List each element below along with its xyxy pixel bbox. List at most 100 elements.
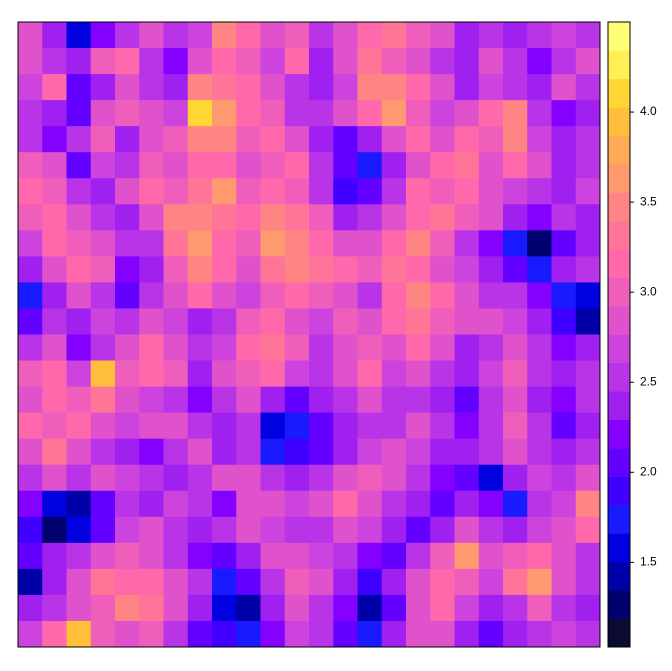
cell <box>503 412 528 440</box>
colorbar-bin <box>608 618 630 648</box>
colorbar-bin <box>608 391 630 421</box>
cell <box>163 464 189 492</box>
cell <box>406 308 431 335</box>
cell <box>42 74 67 101</box>
cell <box>163 100 189 127</box>
cell <box>357 594 383 622</box>
cell <box>478 360 504 388</box>
cell <box>454 490 480 518</box>
cell <box>236 74 261 101</box>
cell <box>503 178 528 205</box>
cell <box>478 334 504 362</box>
cell <box>478 204 504 231</box>
cell <box>139 620 164 648</box>
colorbar-bin <box>608 504 630 534</box>
cell <box>575 360 601 388</box>
cell <box>187 100 213 127</box>
cell <box>187 48 213 75</box>
cell <box>551 516 577 544</box>
cell <box>236 126 261 153</box>
cell <box>212 620 237 648</box>
cell <box>115 74 140 101</box>
cell <box>503 100 528 127</box>
cell <box>284 334 310 362</box>
cell <box>575 464 601 492</box>
cell <box>478 490 504 518</box>
cell <box>236 282 261 309</box>
cell <box>260 48 286 75</box>
colorbar-bin <box>608 561 630 591</box>
cell <box>212 100 237 127</box>
cell <box>406 48 431 75</box>
cell <box>42 126 67 153</box>
cell <box>551 152 577 179</box>
cell <box>42 178 67 205</box>
cell <box>357 516 383 544</box>
cell <box>527 360 552 388</box>
cell <box>357 620 383 648</box>
cell <box>260 74 286 101</box>
cell <box>260 230 286 257</box>
cell <box>115 568 140 596</box>
cell <box>284 620 310 648</box>
cell <box>430 48 455 75</box>
cell <box>454 256 480 283</box>
cell <box>115 230 140 257</box>
colorbar-bin <box>608 362 630 392</box>
cell <box>406 464 431 492</box>
cell <box>551 386 577 414</box>
cell <box>236 594 261 622</box>
plot-frame <box>17 21 601 648</box>
cell <box>284 516 310 544</box>
cell <box>18 334 43 362</box>
cell <box>430 178 455 205</box>
cell <box>163 620 189 648</box>
cell <box>90 48 116 75</box>
cell <box>357 542 383 570</box>
colorbar-bin <box>608 533 630 563</box>
cell <box>90 308 116 335</box>
cell <box>139 490 164 518</box>
cell <box>333 308 358 335</box>
cell <box>42 594 67 622</box>
cell <box>187 412 213 440</box>
cell <box>478 152 504 179</box>
cell <box>381 256 407 283</box>
cell <box>430 412 455 440</box>
cell <box>381 568 407 596</box>
cell <box>454 568 480 596</box>
cell <box>163 334 189 362</box>
cell <box>551 308 577 335</box>
cell <box>187 360 213 388</box>
cell <box>551 438 577 466</box>
cell <box>454 126 480 153</box>
cell <box>357 178 383 205</box>
cell <box>139 308 164 335</box>
cell <box>187 542 213 570</box>
cell <box>575 100 601 127</box>
cell <box>284 100 310 127</box>
cell <box>187 464 213 492</box>
cell <box>163 360 189 388</box>
cell <box>212 568 237 596</box>
colorbar-tick-label: 1.5 <box>640 555 657 569</box>
cell <box>236 360 261 388</box>
cell <box>430 386 455 414</box>
cell <box>18 204 43 231</box>
cell <box>18 542 43 570</box>
cell <box>333 256 358 283</box>
cell <box>430 204 455 231</box>
cell <box>115 204 140 231</box>
cell <box>575 126 601 153</box>
cell <box>90 490 116 518</box>
cell <box>333 542 358 570</box>
colorbar-bin <box>608 135 630 165</box>
cell <box>406 334 431 362</box>
cell <box>357 386 383 414</box>
colorbar-bin <box>608 78 630 108</box>
cell <box>284 48 310 75</box>
cell <box>90 386 116 414</box>
cell <box>212 594 237 622</box>
colorbar-tick-label: 2.0 <box>640 464 657 478</box>
cell <box>478 100 504 127</box>
